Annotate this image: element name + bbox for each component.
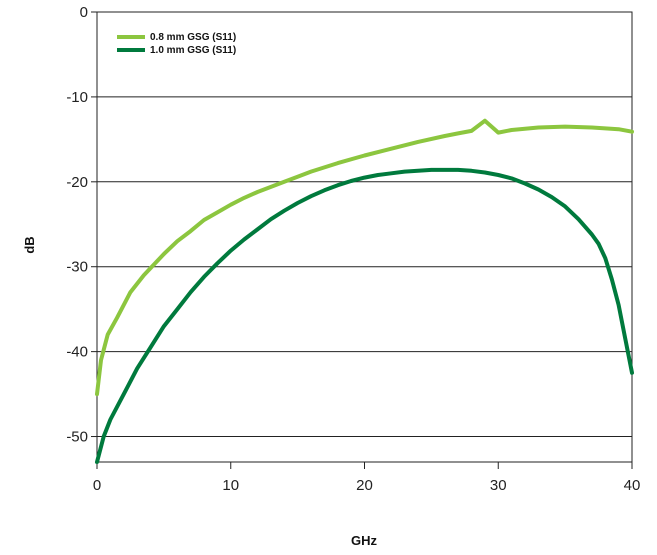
x-tick-label: 40 (624, 477, 641, 494)
legend: 0.8 mm GSG (S11) 1.0 mm GSG (S11) (117, 32, 236, 56)
y-tick-label: -10 (66, 89, 88, 106)
plot-area (96, 11, 633, 463)
y-axis-ticks: 0 -10 -20 -30 -40 -50 (66, 4, 97, 446)
series-line-1 (95, 167, 634, 464)
y-axis-title: dB (22, 236, 37, 253)
y-tick-label: -20 (66, 174, 88, 191)
series-line-0 (95, 118, 634, 397)
y-tick-label: 0 (80, 4, 88, 21)
series-lines (95, 118, 634, 464)
x-tick-label: 10 (222, 477, 239, 494)
x-axis-ticks: 0 10 20 30 40 (93, 462, 641, 494)
x-tick-label: 20 (356, 477, 373, 494)
y-tick-label: -30 (66, 259, 88, 276)
legend-label-1.0mm: 1.0 mm GSG (S11) (150, 45, 236, 56)
x-tick-label: 30 (490, 477, 507, 494)
x-tick-label: 0 (93, 477, 101, 494)
y-tick-label: -40 (66, 344, 88, 361)
gridlines (97, 96, 632, 438)
y-tick-label: -50 (66, 429, 88, 446)
x-axis-title: GHz (351, 533, 378, 548)
legend-label-0.8mm: 0.8 mm GSG (S11) (150, 32, 236, 43)
